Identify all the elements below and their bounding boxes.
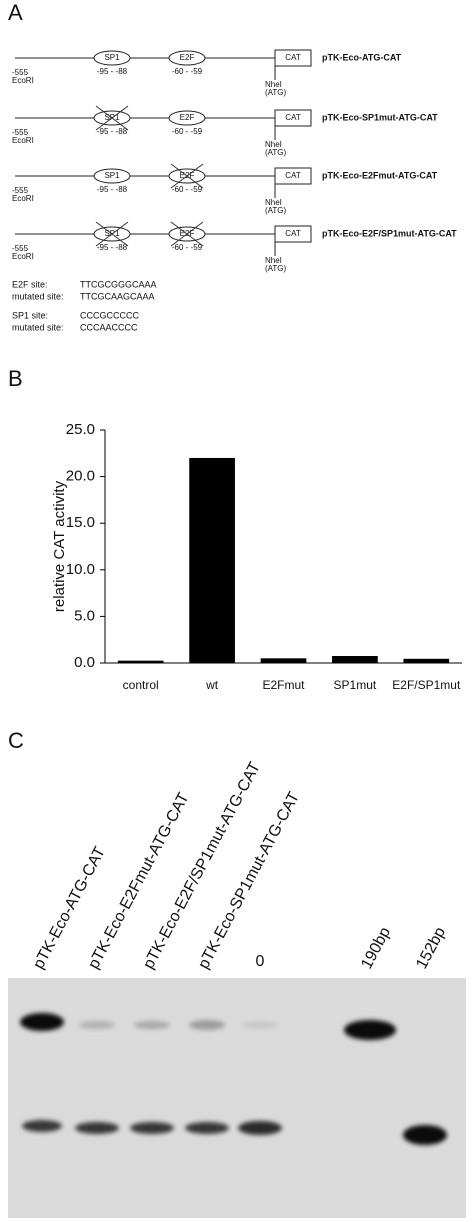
nhei-label: NheI (265, 80, 282, 89)
binding-site (93, 168, 131, 184)
start-position: -555 (12, 186, 29, 195)
y-tick-label: 5.0 (74, 607, 95, 624)
nhei-label: NheI (265, 256, 282, 265)
y-tick-label: 10.0 (66, 561, 95, 578)
binding-site (93, 50, 131, 66)
nhei-label: NheI (265, 140, 282, 149)
site-sequence: CCCAACCCC (80, 322, 138, 332)
gel-band (344, 1020, 396, 1040)
x-tick-label: SP1mut (334, 678, 377, 692)
x-tick-label: control (123, 678, 159, 692)
lane-label: pTK-Eco-E2Fmut-ATG-CAT (85, 790, 193, 972)
gel-band (238, 1121, 282, 1135)
gel-band (185, 1122, 229, 1134)
binding-site (168, 110, 206, 126)
panel-label: B (8, 366, 23, 391)
start-position: -555 (12, 244, 29, 253)
bar (189, 457, 235, 663)
bar (260, 658, 307, 663)
gel-band (79, 1021, 115, 1029)
cat-label: CAT (285, 113, 301, 122)
construct-name: pTK-Eco-SP1mut-ATG-CAT (322, 112, 438, 122)
site-label: SP1 site: (12, 310, 48, 320)
site-name: SP1 (104, 171, 120, 180)
ecori-label: EcoRI (12, 76, 34, 85)
site-name: E2F (180, 53, 195, 62)
gel-band (75, 1122, 119, 1134)
y-axis-label: relative CAT activity (51, 480, 68, 612)
gel-band (20, 1013, 64, 1031)
site-label: mutated site: (12, 322, 64, 332)
gel-band (242, 1022, 278, 1028)
lane-label: pTK-Eco-SP1mut-ATG-CAT (195, 789, 303, 972)
site-position: -95 - -88 (97, 243, 128, 252)
site-sequence: TTCGCAAGCAAA (80, 291, 155, 301)
binding-site (168, 50, 206, 66)
cat-label: CAT (285, 171, 301, 180)
atg-label: (ATG) (265, 148, 287, 157)
atg-label: (ATG) (265, 264, 287, 273)
lane-label: pTK-Eco-E2F/SP1mut-ATG-CAT (140, 759, 264, 972)
mutation-cross (95, 105, 129, 131)
start-position: -555 (12, 68, 29, 77)
gel (8, 978, 466, 1218)
bar (332, 656, 378, 663)
construct-name: pTK-Eco-E2Fmut-ATG-CAT (322, 170, 438, 180)
cat-box (274, 49, 312, 67)
panel-label: A (8, 0, 23, 25)
cat-label: CAT (285, 53, 301, 62)
construct-name: pTK-Eco-ATG-CAT (322, 52, 402, 62)
site-label: E2F site: (12, 279, 48, 289)
x-tick-label: E2F/SP1mut (392, 678, 461, 692)
y-tick-label: 20.0 (66, 468, 95, 485)
gel-band (22, 1120, 62, 1132)
site-label: mutated site: (12, 291, 64, 301)
atg-label: (ATG) (265, 88, 287, 97)
nhei-label: NheI (265, 198, 282, 207)
site-position: -60 - -59 (172, 243, 203, 252)
site-name: E2F (180, 113, 195, 122)
y-tick-label: 15.0 (66, 514, 95, 531)
cat-box (274, 109, 312, 127)
cat-box (274, 225, 312, 243)
x-tick-label: wt (205, 678, 219, 692)
site-position: -95 - -88 (97, 185, 128, 194)
panel-label: C (8, 728, 24, 753)
site-sequence: CCCGCCCCC (80, 310, 139, 320)
site-position: -95 - -88 (97, 67, 128, 76)
x-tick-label: E2Fmut (262, 678, 305, 692)
bar (117, 660, 164, 663)
lane-label: 152bp (413, 925, 449, 972)
bar (403, 658, 450, 663)
gel-band (130, 1122, 174, 1134)
construct-name: pTK-Eco-E2F/SP1mut-ATG-CAT (322, 228, 457, 238)
site-position: -60 - -59 (172, 67, 203, 76)
cat-box (274, 167, 312, 185)
y-tick-label: 25.0 (66, 421, 95, 438)
lane-label: 0 (256, 953, 265, 970)
ecori-label: EcoRI (12, 194, 34, 203)
gel-band (189, 1020, 225, 1030)
ecori-label: EcoRI (12, 136, 34, 145)
mutation-cross (170, 163, 204, 189)
atg-label: (ATG) (265, 206, 287, 215)
site-position: -60 - -59 (172, 127, 203, 136)
mutation-cross (95, 221, 129, 247)
start-position: -555 (12, 128, 29, 137)
site-name: SP1 (104, 53, 120, 62)
ecori-label: EcoRI (12, 252, 34, 261)
site-sequence: TTCGCGGGCAAA (80, 279, 157, 289)
gel-band (134, 1021, 170, 1029)
mutation-cross (170, 221, 204, 247)
cat-label: CAT (285, 229, 301, 238)
site-position: -95 - -88 (97, 127, 128, 136)
site-position: -60 - -59 (172, 185, 203, 194)
lane-label: 190bp (358, 925, 394, 972)
gel-band (403, 1125, 447, 1145)
y-tick-label: 0.0 (74, 654, 95, 671)
